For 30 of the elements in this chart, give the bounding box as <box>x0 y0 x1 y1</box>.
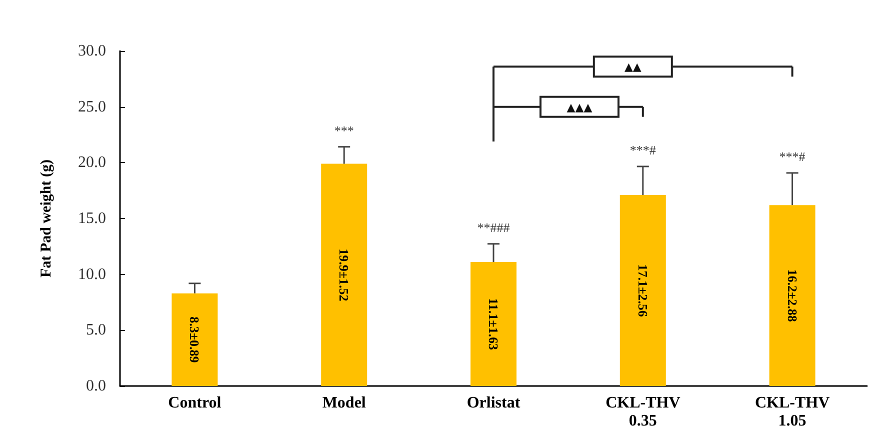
annotation: *** <box>334 122 354 138</box>
data-label: 11.1±1.63 <box>486 298 501 350</box>
y-axis-title: Fat Pad weight (g) <box>38 160 54 278</box>
bar <box>769 205 816 386</box>
annotation: ▲▲ <box>624 60 642 74</box>
y-tick-label: 30.0 <box>78 42 106 60</box>
data-label: 16.2±2.88 <box>784 269 800 322</box>
y-tick-label: 15.0 <box>78 210 106 227</box>
y-tick-label: 10.0 <box>78 266 106 283</box>
y-tick-label: 0.0 <box>86 378 106 394</box>
x-tick-label: Orlistat <box>466 394 521 412</box>
bar <box>172 293 218 386</box>
data-label: 17.1±2.56 <box>635 264 650 318</box>
y-tick-label: 5.0 <box>86 322 106 339</box>
x-tick-label: CKL-THV 0.35 <box>606 394 681 430</box>
annotation: ***# <box>779 148 806 164</box>
significance-bracket: ▲▲▲ <box>492 96 644 142</box>
bar <box>321 164 368 386</box>
y-tick-label: 20.0 <box>78 154 106 172</box>
annotation: ***# <box>630 142 656 158</box>
bar <box>470 262 516 386</box>
annotation: ▲▲▲ <box>566 100 593 114</box>
bar <box>620 195 666 386</box>
y-tick-label: 25.0 <box>78 98 106 116</box>
x-tick-label: Model <box>322 394 366 412</box>
data-label: 8.3±0.89 <box>187 316 202 364</box>
annotation: **### <box>477 220 510 235</box>
x-tick-label: Control <box>168 394 222 412</box>
x-tick-label: CKL-THV 1.05 <box>754 394 830 430</box>
data-label: 19.9±1.52 <box>336 248 352 302</box>
